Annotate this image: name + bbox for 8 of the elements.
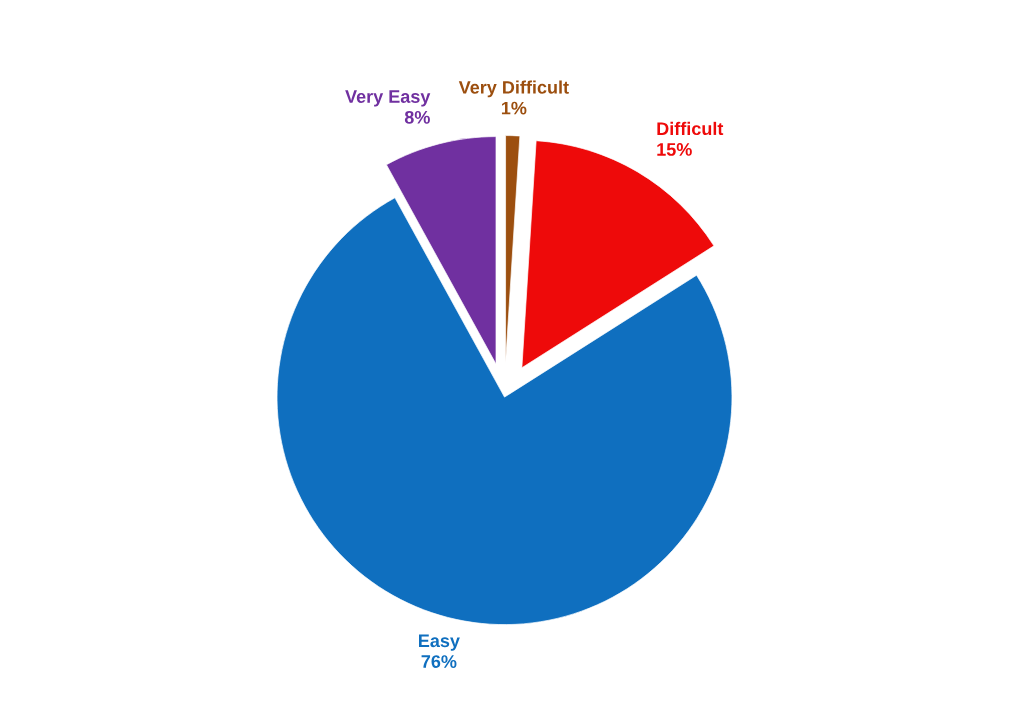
slice-label: Difficult [657,121,724,136]
data-label: 15% [657,143,692,156]
data-label: 76% [421,655,457,668]
slice-label: Very Easy [345,90,431,107]
slice-label: Easy [419,634,460,651]
data-label: 8% [404,110,430,124]
slice-label: Very Difficult [458,80,569,98]
data-label: 1% [501,101,527,115]
